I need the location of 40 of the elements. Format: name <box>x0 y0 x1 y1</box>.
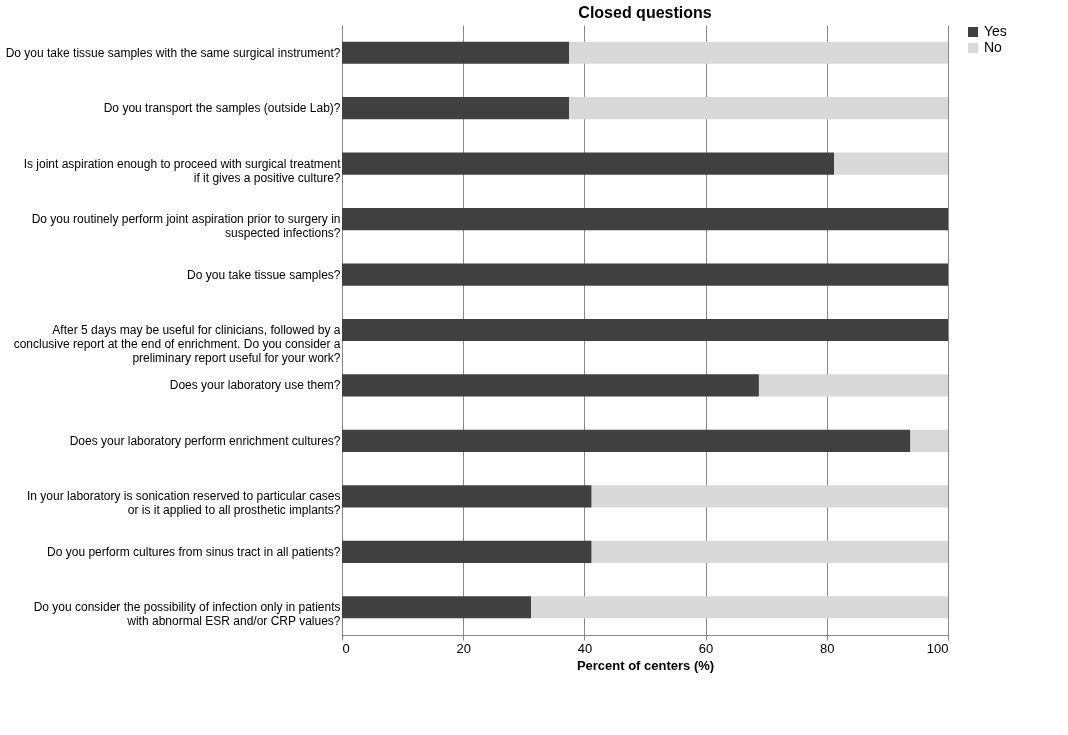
bar <box>531 596 948 619</box>
bar <box>569 97 948 120</box>
bar <box>342 540 592 563</box>
bar <box>591 540 948 563</box>
x-axis-title: Percent of centers (%) <box>576 657 715 673</box>
bar <box>342 208 948 231</box>
y-tick-label: Do you transport the samples (outside Lab)? <box>103 101 341 116</box>
bar <box>342 429 911 452</box>
y-tick-label: Does your laboratory perform enrichment cultures? <box>69 433 341 448</box>
bar <box>342 41 570 64</box>
bar <box>342 263 948 286</box>
bar <box>342 318 948 342</box>
bar <box>342 485 592 508</box>
bar <box>342 596 532 619</box>
y-tick-label: Do you perform cultures from sinus tract in all patients? <box>47 544 341 559</box>
y-tick-label: Do you take tissue samples? <box>187 267 341 282</box>
legend-label: Yes <box>984 23 1007 39</box>
y-tick-label: In your laboratory is sonication reserved to particular cases or is it applied to all prosthetic implants? <box>27 489 341 518</box>
bar <box>834 152 948 175</box>
y-tick-label: Do you routinely perform joint aspiration prior to surgery in suspected infections? <box>31 212 341 241</box>
x-tick-label: 0 <box>342 640 350 656</box>
y-tick-label: After 5 days may be useful for clinicians, followed by a conclusive report at the end of enrichment. Do you consider a preliminary report useful for your work? <box>13 323 341 365</box>
x-tick-label: 60 <box>698 640 714 656</box>
x-tick-label: 20 <box>456 640 471 656</box>
x-tick-label: 100 <box>926 640 949 656</box>
bar <box>591 485 948 508</box>
y-tick-label: Do you take tissue samples with the same surgical instrument? <box>5 45 341 60</box>
bar <box>569 41 948 64</box>
y-tick-label: Is joint aspiration enough to proceed with surgical treatment if it gives a positive culture? <box>23 156 342 185</box>
bar <box>342 152 835 175</box>
chart-title: Closed questions <box>578 4 712 21</box>
bar <box>758 374 948 397</box>
y-tick-label: Does your laboratory use them? <box>169 378 341 393</box>
bar <box>342 97 570 120</box>
x-tick-label: 80 <box>820 640 835 656</box>
bar <box>342 374 759 397</box>
x-tick-label: 40 <box>577 640 593 656</box>
legend-label: No <box>984 39 1003 55</box>
y-tick-label: Do you consider the possibility of infection only in patients with abnormal ESR and/or CRP values? <box>33 600 341 629</box>
bar <box>910 429 948 452</box>
